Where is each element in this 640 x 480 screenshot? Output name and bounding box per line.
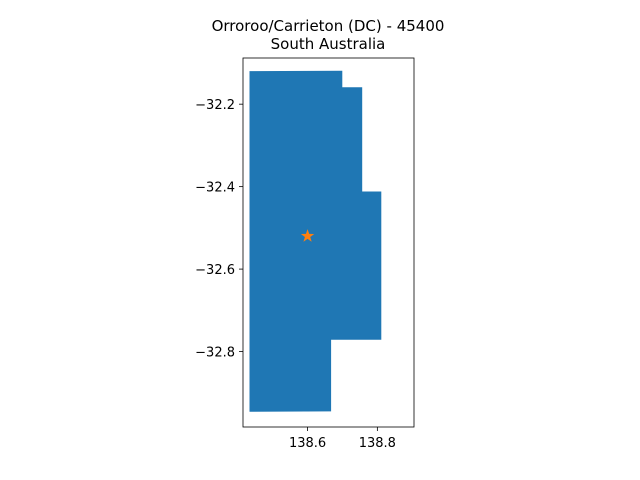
region-polygon — [249, 70, 382, 412]
y-axis-ticks: −32.2 −32.4 −32.6 −32.8 — [195, 98, 243, 361]
y-tick-label: −32.2 — [195, 98, 235, 113]
axes-frame — [242, 57, 415, 428]
y-tick-label: −32.4 — [195, 181, 235, 196]
plot-area — [249, 70, 382, 412]
chart-subtitle: South Australia — [271, 35, 386, 53]
chart-title: Orroroo/Carrieton (DC) - 45400 — [212, 17, 445, 35]
y-tick-label: −32.6 — [195, 263, 235, 278]
y-tick-label: −32.8 — [195, 346, 235, 361]
x-axis-ticks: 138.6 138.8 — [289, 427, 396, 451]
centroid-star-marker — [300, 229, 315, 242]
x-tick-label: 138.6 — [289, 436, 326, 451]
x-tick-label: 138.8 — [359, 436, 396, 451]
